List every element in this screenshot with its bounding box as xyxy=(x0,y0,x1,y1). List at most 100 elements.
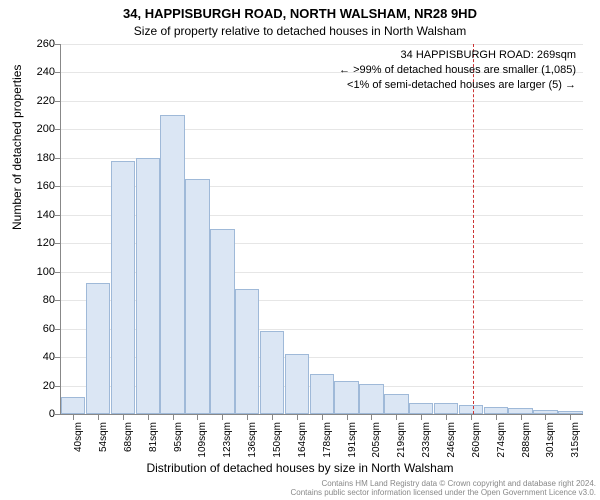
y-tick xyxy=(55,44,61,45)
x-tick-label: 260sqm xyxy=(471,422,482,466)
x-tick-label: 205sqm xyxy=(371,422,382,466)
y-tick-label: 140 xyxy=(15,209,55,221)
x-tick xyxy=(272,414,273,420)
y-tick-label: 220 xyxy=(15,95,55,107)
footer-line1: Contains HM Land Registry data © Crown c… xyxy=(0,479,596,489)
histogram-bar xyxy=(136,158,160,414)
histogram-bar xyxy=(334,381,358,414)
histogram-bar xyxy=(160,115,184,414)
y-tick-label: 120 xyxy=(15,237,55,249)
y-axis-label: Number of detached properties xyxy=(10,65,24,230)
x-tick-label: 81sqm xyxy=(148,422,159,466)
y-tick xyxy=(55,101,61,102)
histogram-bar xyxy=(86,283,110,414)
x-tick xyxy=(148,414,149,420)
gridline xyxy=(61,129,583,130)
y-tick-label: 60 xyxy=(15,323,55,335)
histogram-bar xyxy=(111,161,135,414)
reference-line xyxy=(473,44,474,414)
x-tick-label: 233sqm xyxy=(421,422,432,466)
histogram-bar xyxy=(409,403,433,414)
y-tick-label: 80 xyxy=(15,294,55,306)
x-tick-label: 40sqm xyxy=(73,422,84,466)
y-tick-label: 180 xyxy=(15,152,55,164)
histogram-bar xyxy=(61,397,85,414)
x-tick xyxy=(446,414,447,420)
x-tick-label: 301sqm xyxy=(545,422,556,466)
x-tick-label: 95sqm xyxy=(173,422,184,466)
x-tick xyxy=(222,414,223,420)
y-tick-label: 20 xyxy=(15,380,55,392)
y-tick xyxy=(55,129,61,130)
y-tick-label: 40 xyxy=(15,351,55,363)
y-tick xyxy=(55,272,61,273)
x-tick-label: 68sqm xyxy=(123,422,134,466)
x-tick xyxy=(570,414,571,420)
y-tick xyxy=(55,243,61,244)
x-tick xyxy=(371,414,372,420)
y-tick-label: 100 xyxy=(15,266,55,278)
x-tick-label: 123sqm xyxy=(222,422,233,466)
y-tick-label: 240 xyxy=(15,66,55,78)
histogram-bar xyxy=(359,384,383,414)
x-tick xyxy=(197,414,198,420)
x-tick xyxy=(545,414,546,420)
y-tick xyxy=(55,386,61,387)
histogram-bar xyxy=(484,407,508,414)
x-tick-label: 246sqm xyxy=(446,422,457,466)
histogram-bar xyxy=(434,403,458,414)
y-tick xyxy=(55,357,61,358)
x-tick-label: 178sqm xyxy=(322,422,333,466)
y-tick xyxy=(55,215,61,216)
y-tick xyxy=(55,186,61,187)
annotation-line1: 34 HAPPISBURGH ROAD: 269sqm xyxy=(339,48,576,63)
annotation-line3: <1% of semi-detached houses are larger (… xyxy=(339,78,576,93)
x-tick xyxy=(297,414,298,420)
x-tick-label: 288sqm xyxy=(521,422,532,466)
plot-area: 02040608010012014016018020022024026040sq… xyxy=(60,44,583,415)
annotation-line2: ← >99% of detached houses are smaller (1… xyxy=(339,63,576,78)
x-tick xyxy=(98,414,99,420)
histogram-bar xyxy=(285,354,309,414)
x-tick-label: 315sqm xyxy=(570,422,581,466)
histogram-bar xyxy=(310,374,334,414)
histogram-bar xyxy=(210,229,234,414)
x-tick xyxy=(347,414,348,420)
x-tick xyxy=(421,414,422,420)
title-sub: Size of property relative to detached ho… xyxy=(0,24,600,38)
x-tick xyxy=(322,414,323,420)
x-tick xyxy=(73,414,74,420)
footer-line2: Contains public sector information licen… xyxy=(0,488,596,498)
histogram-bar xyxy=(260,331,284,414)
x-tick xyxy=(173,414,174,420)
chart-container: 34, HAPPISBURGH ROAD, NORTH WALSHAM, NR2… xyxy=(0,0,600,500)
gridline xyxy=(61,101,583,102)
y-tick xyxy=(55,300,61,301)
y-tick xyxy=(55,72,61,73)
gridline xyxy=(61,44,583,45)
x-tick-label: 219sqm xyxy=(396,422,407,466)
x-tick xyxy=(471,414,472,420)
x-tick-label: 274sqm xyxy=(496,422,507,466)
x-tick xyxy=(396,414,397,420)
y-tick xyxy=(55,329,61,330)
y-tick-label: 260 xyxy=(15,38,55,50)
x-tick-label: 191sqm xyxy=(347,422,358,466)
x-tick-label: 109sqm xyxy=(197,422,208,466)
y-tick-label: 200 xyxy=(15,123,55,135)
histogram-bar xyxy=(235,289,259,414)
x-tick xyxy=(521,414,522,420)
histogram-bar xyxy=(384,394,408,414)
x-tick xyxy=(247,414,248,420)
x-tick-label: 136sqm xyxy=(247,422,258,466)
x-tick xyxy=(496,414,497,420)
y-tick-label: 160 xyxy=(15,180,55,192)
annotation-box: 34 HAPPISBURGH ROAD: 269sqm ← >99% of de… xyxy=(339,48,576,93)
x-tick-label: 164sqm xyxy=(297,422,308,466)
histogram-bar xyxy=(459,405,483,414)
y-tick xyxy=(55,414,61,415)
histogram-bar xyxy=(185,179,209,414)
footer: Contains HM Land Registry data © Crown c… xyxy=(0,479,600,498)
x-tick-label: 150sqm xyxy=(272,422,283,466)
y-tick-label: 0 xyxy=(15,408,55,420)
